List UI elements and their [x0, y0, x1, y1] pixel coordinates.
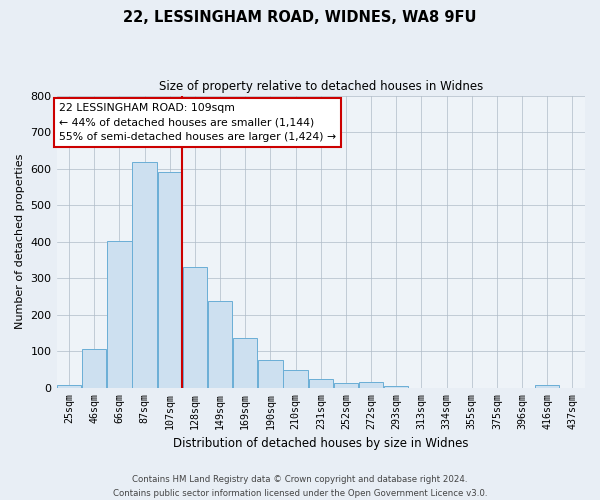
Bar [107, 240, 131, 388]
Bar [208, 301, 232, 388]
Y-axis label: Number of detached properties: Number of detached properties [15, 154, 25, 330]
Bar [82, 348, 106, 388]
Bar [384, 386, 409, 388]
Bar [359, 382, 383, 388]
Text: 22 LESSINGHAM ROAD: 109sqm
← 44% of detached houses are smaller (1,144)
55% of s: 22 LESSINGHAM ROAD: 109sqm ← 44% of deta… [59, 103, 337, 142]
Bar [133, 162, 157, 388]
Bar [283, 370, 308, 388]
Bar [57, 385, 82, 388]
Title: Size of property relative to detached houses in Widnes: Size of property relative to detached ho… [158, 80, 483, 93]
Bar [308, 378, 333, 388]
Bar [183, 268, 207, 388]
Text: Contains HM Land Registry data © Crown copyright and database right 2024.
Contai: Contains HM Land Registry data © Crown c… [113, 476, 487, 498]
Bar [334, 382, 358, 388]
Text: 22, LESSINGHAM ROAD, WIDNES, WA8 9FU: 22, LESSINGHAM ROAD, WIDNES, WA8 9FU [123, 10, 477, 25]
Bar [258, 360, 283, 388]
X-axis label: Distribution of detached houses by size in Widnes: Distribution of detached houses by size … [173, 437, 469, 450]
Bar [535, 385, 559, 388]
Bar [158, 172, 182, 388]
Bar [233, 338, 257, 388]
